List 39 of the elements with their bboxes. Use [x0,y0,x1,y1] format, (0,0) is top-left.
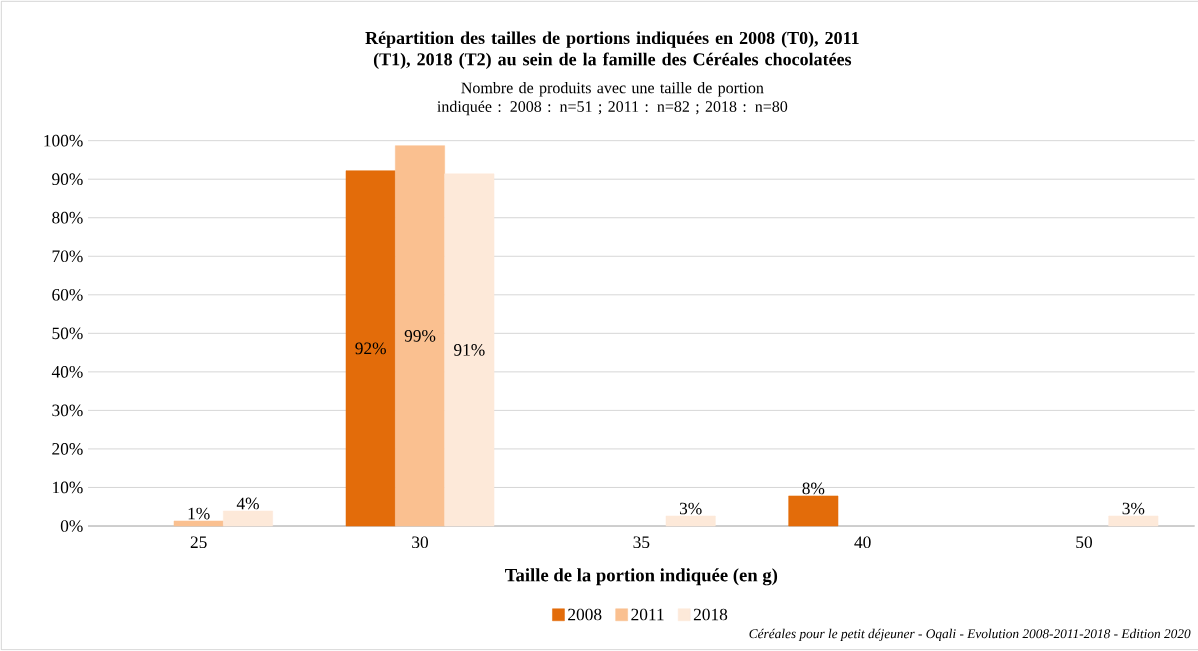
y-tick-label: 10% [53,481,83,494]
y-tick-label: 100% [44,134,83,147]
legend-label: 2018 [693,608,728,621]
data-label: 8% [802,482,825,495]
x-tick-label: 35 [633,536,650,549]
bar [395,145,445,527]
y-tick-label: 70% [52,250,83,263]
x-tick-label: 50 [1076,536,1093,549]
data-label: 92% [355,342,386,355]
y-tick-label: 30% [52,404,83,417]
legend-label: 2011 [631,608,664,621]
y-tick-label: 40% [51,365,83,378]
text: Céréales pour le petit déjeuner - Oqali - Evolution 2008-2011-2018 - Edition 2020 [749,628,1191,641]
chart-title: Répartition des tailles de portions indiquées en 2008 (T0), 2011 (T1), 2018 (T2) au sein de la famille des Céréales chocolatées [365,31,859,70]
x-axis-title: Taille de la portion indiquée (en g) [505,568,778,586]
data-label: 3% [679,502,702,515]
data-label: 99% [404,329,436,342]
x-tick-label: 40 [854,536,871,549]
legend-label: 2008 [568,608,602,621]
y-tick-label: 0% [60,520,83,532]
y-tick-label: 20% [52,443,83,455]
data-label: 3% [1122,502,1145,515]
y-tick-label: 90% [52,173,83,186]
y-tick-label: 50% [52,327,83,340]
chart-subtitle: Nombre de produits avec une taille de portion indiquée : 2008 : n=51 ; 2011 : n=82 ; 2018 : n=80 [437,82,788,116]
bar [345,170,396,527]
data-label: 91% [454,344,485,356]
x-tick-label: 25 [190,536,207,549]
bar [444,173,495,527]
data-label: 1% [188,507,210,520]
y-tick-label: 80% [52,211,83,224]
bar [1108,515,1159,527]
x-tick-label: 30 [412,536,429,549]
bar [788,495,839,527]
y-tick-label: 60% [52,288,83,301]
bar [665,515,716,527]
bar [173,520,224,527]
bar [223,510,273,527]
data-label: 4% [236,497,259,510]
